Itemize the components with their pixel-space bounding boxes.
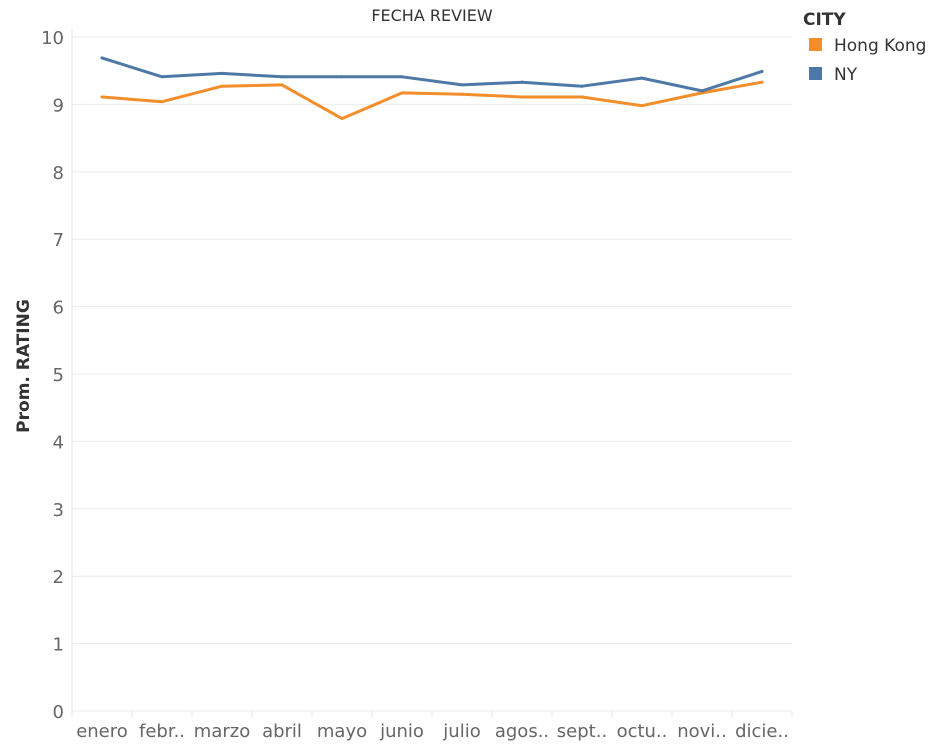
data-point-hong-kong[interactable] (460, 92, 464, 96)
data-point-hong-kong[interactable] (280, 83, 284, 87)
data-point-ny[interactable] (220, 71, 224, 75)
data-point-ny[interactable] (340, 75, 344, 79)
data-point-hong-kong[interactable] (520, 95, 524, 99)
data-point-ny[interactable] (700, 89, 704, 93)
y-tick-label-10: 10 (41, 28, 64, 49)
x-tick-label: novi.. (677, 721, 727, 742)
series-line-ny[interactable] (100, 56, 764, 93)
data-point-hong-kong[interactable] (160, 100, 164, 104)
data-point-ny[interactable] (100, 56, 104, 60)
x-tick-label: agos.. (495, 721, 549, 742)
series-line-hong-kong[interactable] (100, 80, 764, 121)
x-tick-label: sept.. (557, 721, 607, 742)
y-tick-label-0: 0 (53, 702, 64, 723)
x-tick-label: enero (76, 721, 128, 742)
data-point-ny[interactable] (460, 83, 464, 87)
data-point-hong-kong[interactable] (340, 117, 344, 121)
data-point-hong-kong[interactable] (580, 95, 584, 99)
y-tick-label-7: 7 (53, 230, 64, 251)
y-axis-label: Prom. RATING (14, 299, 34, 433)
data-point-hong-kong[interactable] (760, 80, 764, 84)
x-tick-label: dicie.. (735, 721, 789, 742)
data-point-hong-kong[interactable] (640, 104, 644, 108)
x-axis-ticks: enero febr.. marzo abril mayo junio julio agos.… (76, 721, 789, 742)
chart-title: FECHA REVIEW (371, 6, 493, 25)
data-point-ny[interactable] (280, 75, 284, 79)
series-lines (100, 56, 764, 121)
legend: CITY Hong Kong NY (803, 8, 943, 90)
data-point-ny[interactable] (400, 75, 404, 79)
y-tick-label-6: 6 (53, 298, 64, 319)
data-point-hong-kong[interactable] (220, 84, 224, 88)
y-tick-label-1: 1 (53, 635, 64, 656)
y-axis-ticks: 0 1 2 3 4 5 6 7 8 9 10 (41, 28, 64, 723)
legend-item-ny[interactable]: NY (803, 61, 943, 90)
data-point-ny[interactable] (580, 84, 584, 88)
data-point-hong-kong[interactable] (100, 95, 104, 99)
legend-label-ny: NY (834, 65, 858, 85)
x-tick-label: junio (379, 721, 424, 742)
data-point-ny[interactable] (520, 80, 524, 84)
data-point-ny[interactable] (160, 75, 164, 79)
data-point-ny[interactable] (760, 69, 764, 73)
gridlines (71, 29, 793, 717)
x-tick-label: julio (442, 721, 480, 742)
y-tick-label-3: 3 (53, 500, 64, 521)
legend-label-hong-kong: Hong Kong (834, 36, 927, 56)
y-tick-label-5: 5 (53, 365, 64, 386)
data-point-hong-kong[interactable] (400, 91, 404, 95)
y-tick-label-4: 4 (53, 432, 64, 453)
y-tick-label-8: 8 (53, 163, 64, 184)
x-tick-label: febr.. (139, 721, 185, 742)
y-tick-label-9: 9 (53, 95, 64, 116)
x-tick-label: octu.. (617, 721, 668, 742)
legend-item-hong-kong[interactable]: Hong Kong (803, 32, 943, 61)
y-tick-label-2: 2 (53, 567, 64, 588)
legend-swatch-ny (809, 66, 822, 80)
x-tick-label: mayo (317, 721, 367, 742)
legend-title: CITY (803, 10, 846, 30)
legend-swatch-hong-kong (809, 37, 822, 51)
x-tick-label: marzo (194, 721, 250, 742)
x-tick-label: abril (262, 721, 302, 742)
data-point-ny[interactable] (640, 76, 644, 80)
